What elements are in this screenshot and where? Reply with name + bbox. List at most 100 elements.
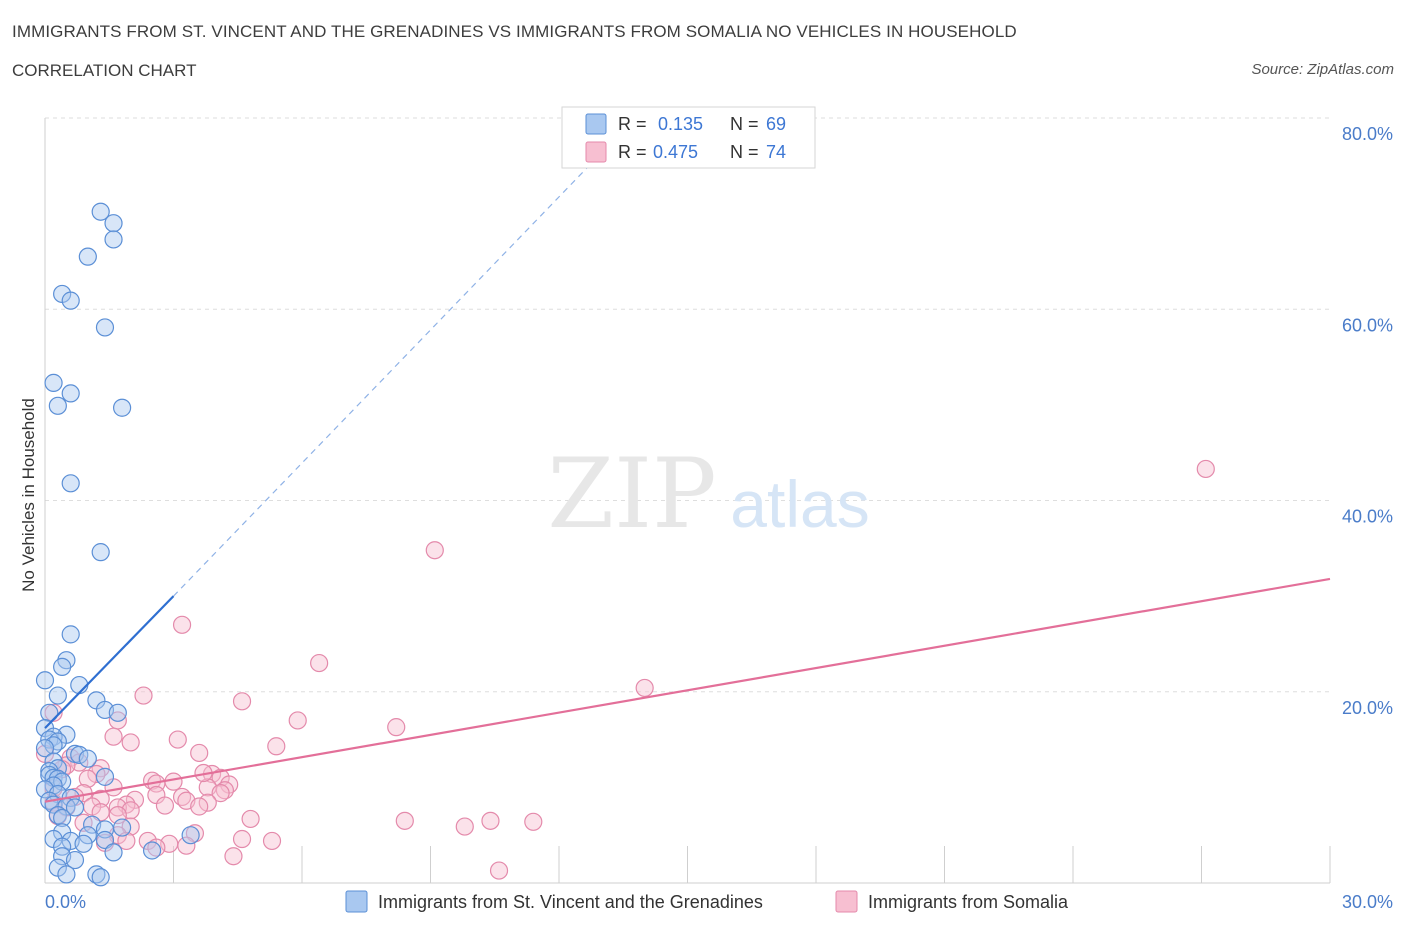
data-point-somalia bbox=[168, 730, 187, 749]
data-point-st-vincent bbox=[95, 830, 115, 850]
data-point-st-vincent bbox=[57, 865, 76, 884]
data-point-somalia bbox=[117, 831, 136, 851]
stats-r-value: 0.475 bbox=[653, 142, 698, 162]
trend-line-st-vincent-extension bbox=[173, 165, 590, 597]
data-point-st-vincent bbox=[104, 230, 123, 249]
data-point-st-vincent bbox=[78, 826, 97, 845]
data-point-somalia bbox=[190, 743, 209, 763]
data-point-st-vincent bbox=[112, 818, 132, 837]
data-point-st-vincent bbox=[61, 474, 80, 493]
trend-line-st-vincent bbox=[44, 595, 175, 729]
stats-swatch-pink bbox=[585, 141, 607, 163]
stats-r-value: 0.135 bbox=[658, 114, 703, 134]
legend-swatch-blue bbox=[345, 890, 368, 913]
data-point-st-vincent bbox=[91, 868, 110, 887]
watermark-zip: ZIP bbox=[547, 438, 716, 550]
data-point-somalia bbox=[177, 836, 196, 855]
data-point-somalia bbox=[395, 811, 414, 830]
data-point-st-vincent bbox=[91, 543, 110, 562]
chart-subtitle: CORRELATION CHART bbox=[12, 61, 197, 80]
data-point-st-vincent bbox=[78, 749, 97, 768]
legend-swatch-pink bbox=[835, 890, 858, 913]
data-point-somalia bbox=[455, 817, 474, 836]
data-point-st-vincent bbox=[70, 745, 89, 764]
data-point-somalia bbox=[211, 784, 230, 803]
data-point-st-vincent bbox=[53, 808, 72, 828]
data-point-st-vincent bbox=[78, 247, 97, 266]
data-point-st-vincent bbox=[108, 703, 127, 722]
data-point-st-vincent bbox=[95, 820, 115, 839]
stats-n-label: N = bbox=[730, 114, 759, 134]
stats-n-value: 74 bbox=[766, 142, 786, 162]
y-tick-label: 40.0% bbox=[1342, 507, 1393, 527]
data-point-somalia bbox=[310, 653, 329, 673]
data-point-somalia bbox=[104, 727, 123, 746]
trend-lines bbox=[44, 165, 1331, 803]
data-point-somalia bbox=[387, 718, 406, 737]
data-point-somalia bbox=[232, 692, 252, 711]
data-point-somalia bbox=[489, 861, 509, 880]
data-point-st-vincent bbox=[53, 837, 72, 856]
stats-n-label: N = bbox=[730, 142, 759, 162]
stats-swatch-blue bbox=[585, 113, 607, 135]
y-tick-label: 80.0% bbox=[1342, 124, 1393, 144]
data-point-st-vincent bbox=[181, 826, 200, 845]
data-point-somalia bbox=[44, 703, 63, 722]
legend-label-st-vincent: Immigrants from St. Vincent and the Gren… bbox=[378, 892, 763, 912]
data-point-somalia bbox=[224, 847, 243, 866]
y-tick-label: 20.0% bbox=[1342, 698, 1393, 718]
stats-legend: R = 0.135 N = 69 R = 0.475 N = 74 bbox=[561, 106, 816, 169]
data-point-somalia bbox=[198, 793, 217, 812]
data-point-somalia bbox=[635, 678, 654, 698]
data-point-st-vincent bbox=[70, 675, 89, 695]
chart-title: IMMIGRANTS FROM ST. VINCENT AND THE GREN… bbox=[12, 22, 1017, 41]
data-point-st-vincent bbox=[95, 318, 115, 337]
stats-r-label: R = bbox=[618, 114, 647, 134]
data-point-somalia bbox=[267, 737, 286, 756]
data-point-somalia bbox=[190, 797, 209, 816]
x-tick-label: 0.0% bbox=[45, 892, 86, 912]
tick-labels: 20.0% 40.0% 60.0% 80.0% 0.0% 30.0% bbox=[45, 124, 1393, 912]
data-point-somalia bbox=[172, 615, 192, 634]
grid-lines bbox=[45, 117, 1330, 693]
source-label: Source: ZipAtlas.com bbox=[1251, 61, 1394, 78]
data-point-somalia bbox=[262, 831, 282, 851]
data-point-somalia bbox=[241, 809, 260, 829]
data-point-st-vincent bbox=[44, 373, 63, 392]
data-point-st-vincent bbox=[65, 850, 85, 870]
data-point-st-vincent bbox=[53, 657, 72, 676]
axes bbox=[44, 118, 1331, 884]
data-point-somalia bbox=[125, 790, 145, 809]
data-point-st-vincent bbox=[61, 384, 80, 403]
data-point-somalia bbox=[155, 796, 175, 815]
data-point-st-vincent bbox=[65, 798, 85, 817]
data-point-somalia bbox=[232, 829, 252, 849]
data-point-somalia bbox=[288, 711, 307, 730]
stats-n-value: 69 bbox=[766, 114, 786, 134]
series-legend: Immigrants from St. Vincent and the Gren… bbox=[345, 890, 1069, 913]
data-point-somalia bbox=[524, 812, 543, 831]
data-point-st-vincent bbox=[48, 396, 67, 415]
data-point-st-vincent bbox=[61, 625, 80, 644]
data-point-st-vincent bbox=[104, 843, 123, 862]
data-point-st-vincent bbox=[48, 686, 67, 705]
data-point-st-vincent bbox=[91, 202, 110, 221]
data-point-somalia bbox=[121, 733, 140, 752]
y-axis-label: No Vehicles in Household bbox=[19, 398, 38, 592]
y-tick-label: 60.0% bbox=[1342, 315, 1393, 335]
data-point-somalia bbox=[425, 541, 444, 560]
stats-r-label: R = bbox=[618, 142, 647, 162]
data-point-somalia bbox=[164, 772, 183, 791]
data-point-st-vincent bbox=[95, 767, 115, 786]
data-point-somalia bbox=[134, 686, 153, 705]
data-point-st-vincent bbox=[74, 834, 93, 853]
data-point-st-vincent bbox=[61, 291, 80, 310]
legend-label-somalia: Immigrants from Somalia bbox=[868, 892, 1069, 912]
data-point-st-vincent bbox=[35, 739, 55, 758]
data-point-somalia bbox=[481, 811, 500, 830]
data-point-somalia bbox=[1196, 459, 1215, 479]
watermark-atlas: atlas bbox=[730, 467, 869, 541]
data-point-st-vincent bbox=[142, 841, 162, 860]
data-point-st-vincent bbox=[35, 671, 55, 690]
trend-line-somalia bbox=[44, 577, 1331, 803]
